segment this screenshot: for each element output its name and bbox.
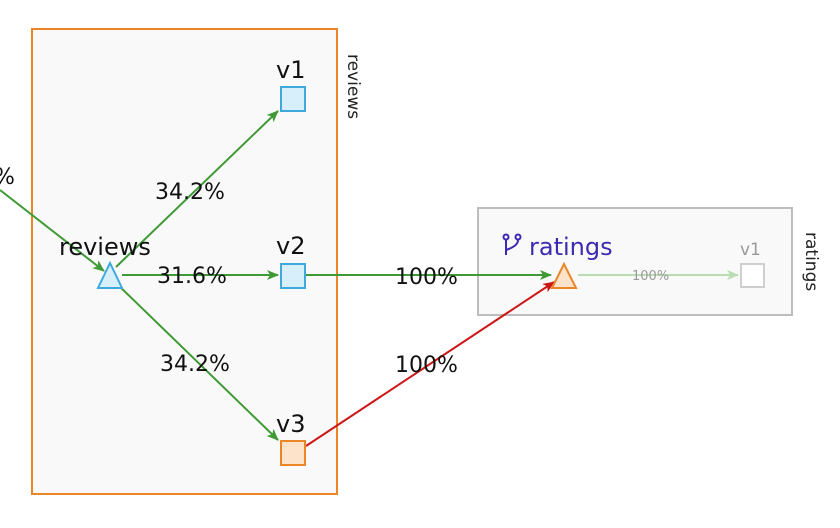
reviews-service-label: reviews — [59, 233, 151, 261]
edge-reviews-to-v1[interactable] — [115, 110, 279, 268]
ratings-group-label: ratings — [801, 232, 821, 291]
ratings-v1-label: v1 — [740, 240, 761, 260]
edge-reviews-to-v3[interactable] — [115, 282, 279, 441]
edge-label-ratings-to-v1: 100% — [632, 269, 669, 284]
ratings-service-label: ratings — [529, 233, 613, 261]
ratings-group-box[interactable] — [477, 207, 793, 316]
reviews-v1-node[interactable] — [280, 86, 306, 112]
reviews-v3-node[interactable] — [280, 440, 306, 466]
reviews-v1-label: v1 — [276, 56, 305, 84]
edge-label-v3-to-ratings: 100% — [395, 353, 458, 378]
edge-incoming[interactable] — [0, 189, 105, 272]
edge-label-v2-to-ratings: 100% — [395, 265, 458, 290]
reviews-v3-label: v3 — [276, 410, 305, 438]
edge-v3-to-ratings[interactable] — [305, 281, 555, 447]
edge-label-to-v1: 34.2% — [155, 180, 225, 205]
reviews-service-triangle-icon[interactable] — [96, 260, 124, 289]
edge-label-incoming: % — [0, 165, 15, 190]
reviews-v2-node[interactable] — [280, 263, 306, 289]
edge-label-to-v3: 34.2% — [160, 352, 230, 377]
branch-icon — [502, 233, 522, 255]
ratings-v1-node[interactable] — [740, 263, 765, 288]
reviews-group-label: reviews — [343, 54, 363, 119]
reviews-v2-label: v2 — [276, 232, 305, 260]
edge-label-to-v2: 31.6% — [157, 264, 227, 289]
ratings-service-triangle-icon[interactable] — [550, 261, 578, 289]
